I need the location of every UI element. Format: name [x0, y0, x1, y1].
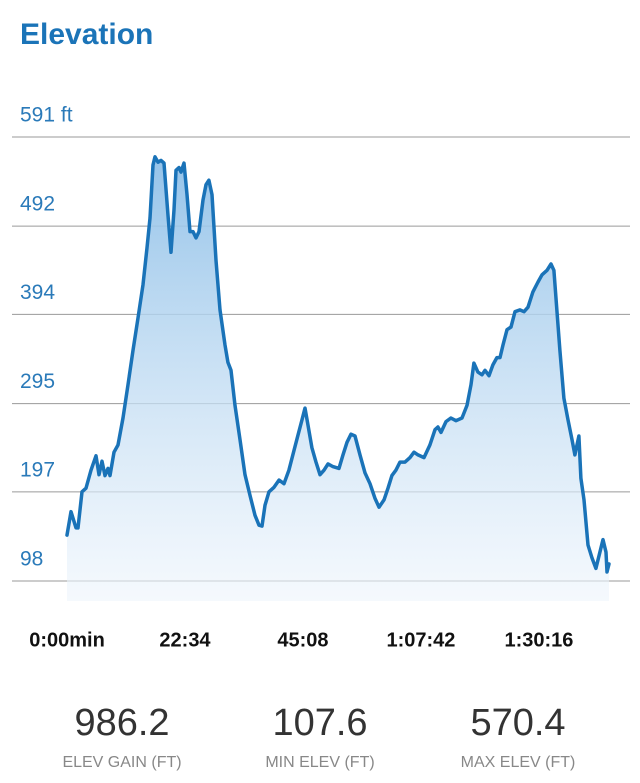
stat-label: MIN ELEV (FT) [265, 754, 374, 771]
elevation-line [65, 155, 611, 574]
stat-label: MAX ELEV (FT) [461, 754, 576, 771]
stat-label: ELEV GAIN (FT) [62, 754, 181, 771]
y-tick-label: 492 [20, 193, 55, 216]
x-tick-label: 1:30:16 [504, 629, 573, 651]
stat-value: 570.4 [470, 702, 565, 744]
chart-title: Elevation [20, 18, 153, 51]
x-tick-label: 0:00min [29, 629, 105, 651]
y-tick-label: 98 [20, 548, 43, 571]
y-tick-label: 394 [20, 281, 55, 304]
stat-value: 107.6 [272, 702, 367, 744]
y-tick-label: 591 ft [20, 104, 73, 127]
x-tick-label: 45:08 [277, 629, 328, 651]
stat-value: 986.2 [74, 702, 169, 744]
x-tick-label: 1:07:42 [386, 629, 455, 651]
y-tick-label: 197 [20, 458, 55, 481]
area-fill [67, 156, 609, 602]
y-tick-label: 295 [20, 370, 55, 393]
x-tick-label: 22:34 [159, 629, 211, 651]
